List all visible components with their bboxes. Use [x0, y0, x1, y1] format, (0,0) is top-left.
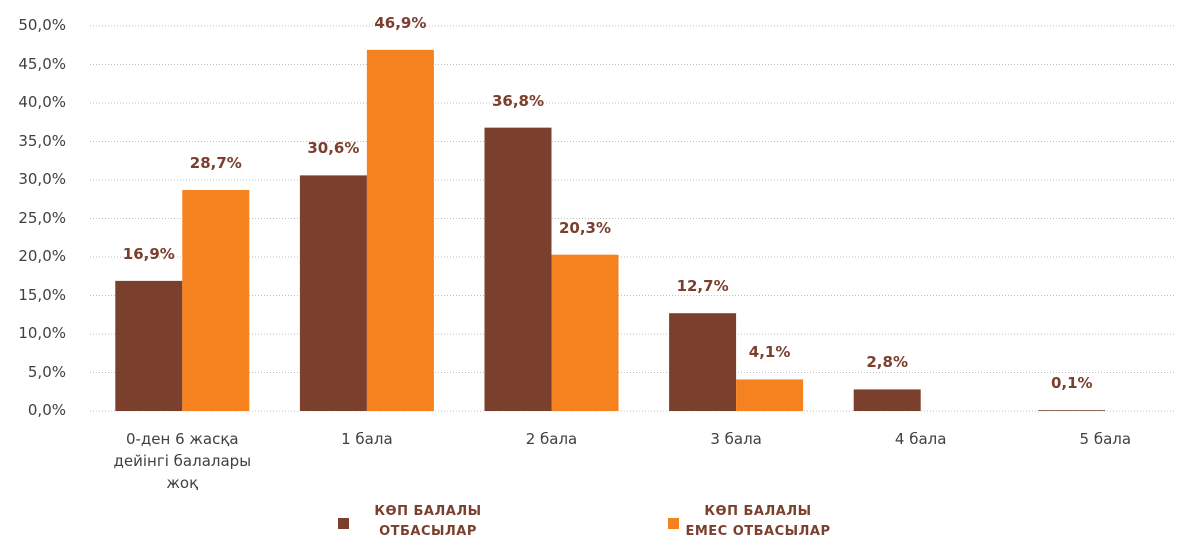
- bar: [182, 190, 250, 411]
- x-tick-label: 1 бала: [341, 430, 393, 448]
- value-label: 30,6%: [307, 139, 360, 158]
- value-label: 28,7%: [189, 154, 242, 172]
- bar: [1038, 410, 1106, 411]
- x-tick-label: 2 бала: [525, 430, 578, 448]
- value-label: 2,8%: [866, 353, 908, 372]
- x-tick-label: 3 бала: [710, 430, 762, 448]
- bar: [551, 254, 619, 411]
- value-label: 36,8%: [491, 91, 545, 110]
- y-tick-label: 40,0%: [18, 93, 66, 111]
- y-tick-label: 30,0%: [18, 170, 66, 188]
- bar: [669, 313, 737, 411]
- y-tick-label: 10,0%: [18, 324, 66, 342]
- legend-swatch: [338, 518, 349, 529]
- y-tick-label: 50,0%: [18, 16, 66, 34]
- bar: [299, 175, 367, 411]
- x-tick-label: 0-ден 6 жасқа дейінгі балалары жоқ: [113, 430, 252, 492]
- bar: [484, 127, 552, 411]
- legend-swatch: [668, 518, 679, 529]
- value-label: 46,9%: [374, 13, 427, 32]
- value-label: 20,3%: [558, 218, 612, 237]
- y-tick-label: 0,0%: [27, 401, 66, 419]
- y-tick-label: 20,0%: [18, 247, 66, 265]
- legend-label: КӨП БАЛАЛЫ ЕМЕС ОТБАСЫЛАР: [685, 504, 831, 539]
- y-tick-label: 45,0%: [18, 54, 66, 73]
- bar: [115, 280, 183, 411]
- y-tick-label: 5,0%: [27, 362, 66, 381]
- y-tick-label: 15,0%: [18, 285, 66, 304]
- legend-label: КӨП БАЛАЛЫ ОТБАСЫЛАР: [374, 504, 482, 539]
- value-label: 0,1%: [1050, 374, 1093, 393]
- value-label: 4,1%: [748, 343, 791, 362]
- x-tick-label: 5 бала: [1079, 430, 1132, 448]
- x-tick-label: 4 бала: [894, 430, 947, 448]
- value-label: 16,9%: [122, 244, 175, 263]
- bar: [366, 49, 434, 412]
- bar: [736, 379, 804, 411]
- y-tick-label: 35,0%: [18, 131, 66, 150]
- value-label: 12,7%: [676, 277, 729, 296]
- y-tick-label: 25,0%: [18, 208, 66, 227]
- bar: [853, 389, 921, 411]
